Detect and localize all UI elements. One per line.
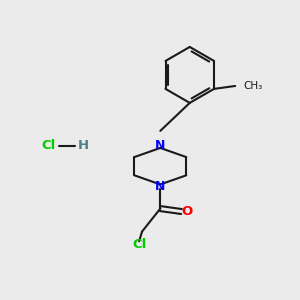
Text: CH₃: CH₃ [243, 81, 263, 91]
Text: N: N [155, 139, 166, 152]
Text: O: O [182, 205, 193, 218]
Text: Cl: Cl [132, 238, 146, 251]
Text: Cl: Cl [41, 139, 56, 152]
Text: N: N [155, 180, 166, 193]
Text: H: H [77, 139, 88, 152]
